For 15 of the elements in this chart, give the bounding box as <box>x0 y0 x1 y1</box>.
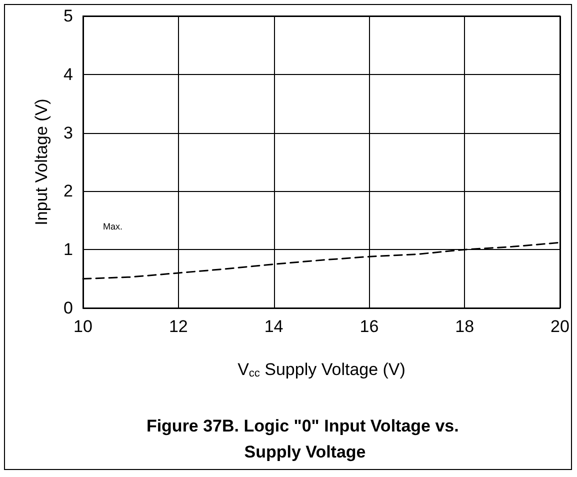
y-tick-label: 2 <box>64 182 73 201</box>
y-tick-label: 1 <box>64 240 73 260</box>
y-tick-label: 5 <box>64 6 73 26</box>
text: Figure 37B. Logic "0" Input Voltage vs. Supply Voltage <box>146 416 464 462</box>
y-tick-label: 0 <box>64 298 73 318</box>
y-axis-title: Input Voltage (V) <box>32 98 51 226</box>
y-tick-label: 3 <box>64 123 73 142</box>
y-tick-label: 4 <box>64 64 73 84</box>
x-tick-label: 18 <box>455 317 474 336</box>
annotation: Max. <box>103 222 123 232</box>
x-tick-label: 20 <box>550 317 570 336</box>
x-tick-label: 10 <box>74 317 92 336</box>
x-tick-label: 16 <box>360 317 379 336</box>
x-tick-label: 12 <box>168 317 188 336</box>
x-tick-label: 14 <box>264 317 284 336</box>
